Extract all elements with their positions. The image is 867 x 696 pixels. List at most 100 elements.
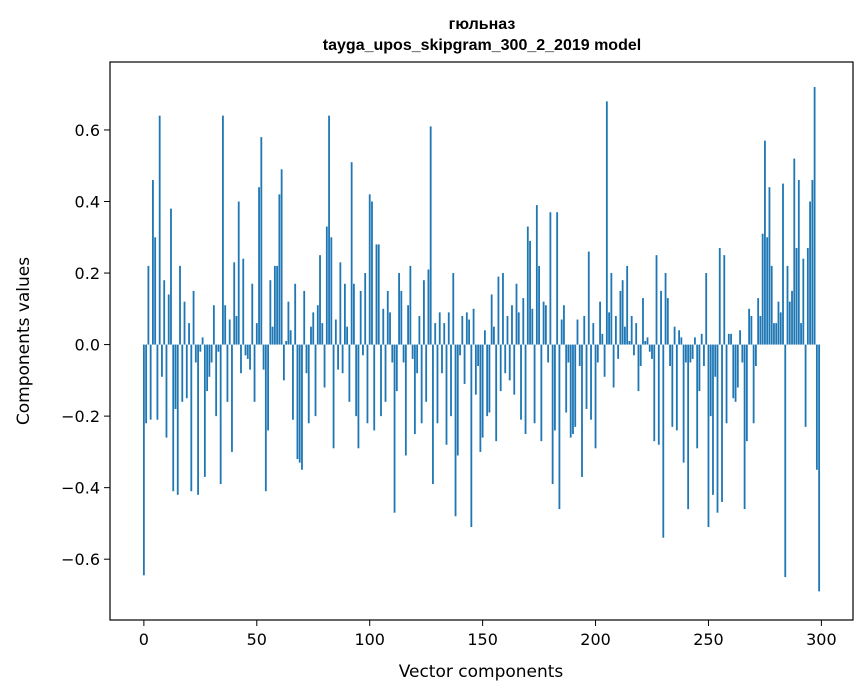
bar-230 xyxy=(662,344,665,538)
bar-170 xyxy=(526,226,529,345)
bar-255 xyxy=(718,248,721,345)
bar-202 xyxy=(599,301,601,345)
bar-139 xyxy=(456,344,459,456)
bars-group xyxy=(142,87,821,592)
bar-218 xyxy=(635,323,638,345)
bar-141 xyxy=(461,315,464,345)
bar-80 xyxy=(323,344,326,388)
bar-8 xyxy=(161,344,163,377)
bar-237 xyxy=(678,330,681,345)
bar-270 xyxy=(752,344,755,424)
bar-15 xyxy=(176,344,179,495)
bar-176 xyxy=(540,344,543,442)
bar-228 xyxy=(657,344,660,445)
y-tick-label: −0.2 xyxy=(61,407,100,426)
bar-164 xyxy=(513,344,516,395)
bar-17 xyxy=(181,344,184,402)
bar-219 xyxy=(637,344,640,392)
bar-102 xyxy=(373,344,376,431)
bar-112 xyxy=(395,344,398,392)
bar-169 xyxy=(524,344,527,434)
bar-149 xyxy=(479,344,482,452)
bar-120 xyxy=(413,344,416,434)
bar-53 xyxy=(262,344,265,370)
bar-254 xyxy=(716,344,719,513)
bar-55 xyxy=(267,344,269,431)
bar-268 xyxy=(748,308,751,345)
bar-274 xyxy=(761,233,764,345)
bar-91 xyxy=(348,344,351,402)
bar-72 xyxy=(305,344,308,374)
bar-131 xyxy=(438,312,441,345)
bar-47 xyxy=(249,344,251,370)
bar-257 xyxy=(723,255,726,345)
bar-221 xyxy=(642,298,644,345)
bar-235 xyxy=(673,326,676,345)
bar-158 xyxy=(499,344,502,392)
bar-123 xyxy=(420,344,423,424)
bar-229 xyxy=(660,290,662,345)
bar-160 xyxy=(504,344,507,374)
bar-231 xyxy=(664,273,667,345)
bar-162 xyxy=(508,344,511,381)
bar-184 xyxy=(558,344,561,510)
bar-81 xyxy=(325,226,328,345)
bar-297 xyxy=(813,87,816,345)
bar-89 xyxy=(343,283,346,345)
bar-234 xyxy=(671,344,674,427)
bar-290 xyxy=(797,180,800,345)
bar-85 xyxy=(334,319,337,345)
bar-48 xyxy=(251,283,254,345)
bar-134 xyxy=(445,344,448,445)
bar-117 xyxy=(407,305,410,345)
bar-69 xyxy=(298,344,301,463)
bar-65 xyxy=(289,330,292,345)
bar-151 xyxy=(483,330,486,345)
y-tick-label: 0.4 xyxy=(75,193,100,212)
bar-272 xyxy=(757,298,760,345)
bar-181 xyxy=(551,344,554,485)
bar-142 xyxy=(463,344,466,384)
bar-31 xyxy=(212,305,215,345)
bar-195 xyxy=(583,315,586,345)
bar-67 xyxy=(294,283,297,345)
bar-28 xyxy=(206,344,209,392)
bar-261 xyxy=(732,344,735,399)
bar-276 xyxy=(766,237,769,345)
bar-16 xyxy=(179,265,181,345)
bar-124 xyxy=(423,280,425,345)
bar-136 xyxy=(450,344,452,417)
y-tick-label: −0.6 xyxy=(61,550,100,569)
bar-243 xyxy=(691,344,694,359)
bar-25 xyxy=(199,344,202,352)
bar-145 xyxy=(470,344,473,527)
bar-87 xyxy=(339,262,342,345)
bar-18 xyxy=(183,301,186,345)
bar-76 xyxy=(314,344,317,417)
bar-197 xyxy=(587,251,590,345)
bar-71 xyxy=(303,290,306,345)
bar-12 xyxy=(170,208,172,345)
bar-90 xyxy=(346,326,349,345)
bar-36 xyxy=(224,305,227,345)
bar-222 xyxy=(644,341,647,345)
bar-4 xyxy=(152,180,154,345)
bar-280 xyxy=(775,323,778,345)
bar-42 xyxy=(237,201,240,345)
bar-147 xyxy=(474,344,477,395)
bar-212 xyxy=(621,280,624,345)
bar-11 xyxy=(167,294,170,345)
bar-277 xyxy=(768,187,771,345)
bar-250 xyxy=(707,344,710,527)
bar-207 xyxy=(610,273,613,345)
bar-199 xyxy=(592,323,595,345)
bar-168 xyxy=(522,298,525,345)
bar-118 xyxy=(409,265,412,345)
bar-253 xyxy=(714,344,717,377)
bar-49 xyxy=(253,344,256,402)
bar-130 xyxy=(436,344,439,424)
bar-263 xyxy=(736,344,739,388)
bar-125 xyxy=(425,344,428,402)
bar-45 xyxy=(244,344,247,356)
plot-frame xyxy=(109,61,854,621)
